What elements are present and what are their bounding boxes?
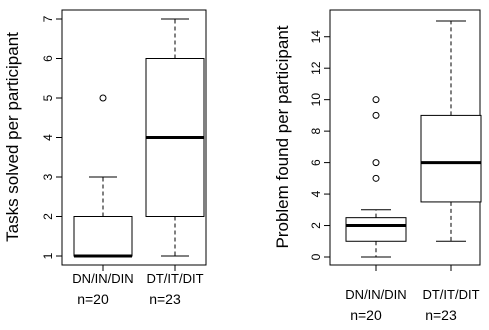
outlier-point (99, 94, 107, 102)
sample-size-label: n=23 (149, 291, 181, 307)
outlier-point (372, 159, 380, 167)
box-2 (145, 18, 205, 257)
y-tick-label: 14 (309, 30, 323, 44)
y-axis-label: Tasks solved per participant (3, 32, 22, 242)
y-tick-label: 10 (309, 93, 323, 107)
y-tick-label: 6 (41, 55, 55, 62)
y-tick-label: 3 (41, 173, 55, 180)
y-tick-label: 0 (309, 253, 323, 260)
outlier-point (372, 111, 380, 119)
x-category-label: DN/IN/DIN (345, 287, 406, 302)
iqr-box (420, 114, 482, 203)
y-tick-label: 1 (41, 252, 55, 259)
y-tick-label: 7 (41, 15, 55, 22)
y-tick-label: 4 (41, 134, 55, 141)
chart-panel-2: 0 2 4 6 8 10 12 14 Problem found per participant… (273, 9, 482, 323)
box-2 (420, 20, 482, 242)
box-1 (345, 96, 407, 258)
y-tick-label: 2 (309, 222, 323, 229)
y-tick-label: 5 (41, 94, 55, 101)
outlier-point (372, 96, 380, 104)
x-category-label: DT/IT/DIT (146, 271, 203, 286)
box-1 (73, 94, 133, 258)
x-category-label: DT/IT/DIT (422, 287, 479, 302)
chart-panel-1: 1 2 3 4 5 6 7 Tasks solved per participant DN/IN… (3, 9, 207, 307)
iqr-box (345, 217, 407, 242)
sample-size-label: n=23 (425, 307, 457, 323)
y-tick-label: 8 (309, 127, 323, 134)
sample-size-label: n=20 (350, 307, 382, 323)
y-tick-label: 4 (309, 190, 323, 197)
x-category-label: DN/IN/DIN (72, 271, 133, 286)
y-tick-label: 12 (309, 61, 323, 75)
sample-size-label: n=20 (77, 291, 109, 307)
y-axis-label: Problem found per participant (273, 25, 292, 248)
y-tick-label: 6 (309, 159, 323, 166)
iqr-box (73, 216, 133, 257)
outlier-point (372, 174, 380, 182)
y-tick-label: 2 (41, 213, 55, 220)
